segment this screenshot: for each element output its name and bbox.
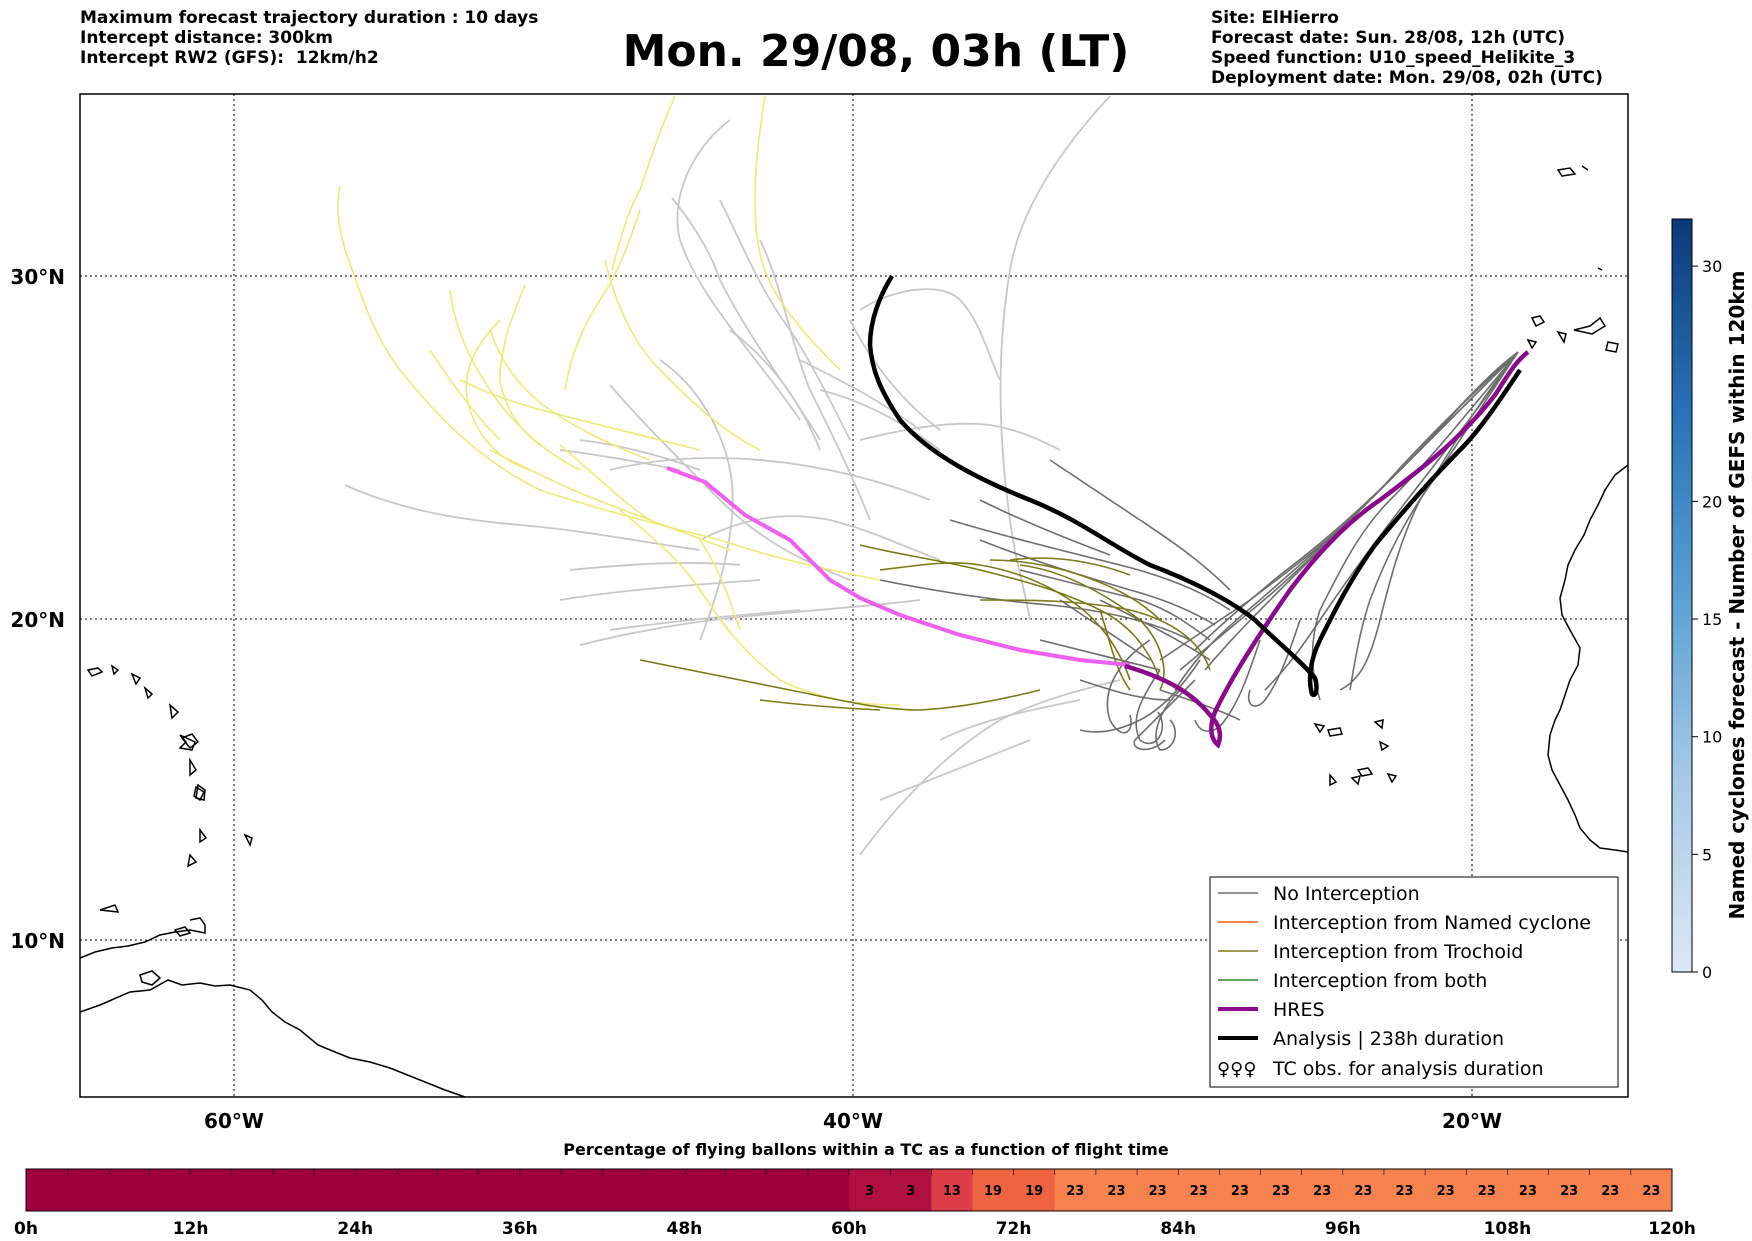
pink-track xyxy=(666,466,1131,667)
map-frame xyxy=(79,93,1629,1098)
legend-label-named-cyclone: Interception from Named cyclone xyxy=(1273,912,1591,934)
coast-martinique xyxy=(195,783,206,801)
header-left-line-2: Intercept distance: 300km xyxy=(80,28,333,48)
lon-label-20w: 20°W xyxy=(1442,1109,1502,1133)
lon-label-60w: 60°W xyxy=(204,1109,264,1133)
coast-south-america xyxy=(80,979,466,1097)
coast-venezuela-n xyxy=(80,917,206,959)
lat-label-10n: 10°N xyxy=(10,929,65,953)
coast-tobago xyxy=(173,926,192,937)
lat-label-30n: 30°N xyxy=(10,265,65,289)
page-title: Mon. 29/08, 03h (LT) xyxy=(622,26,1130,77)
trochoid-tracks xyxy=(639,544,1211,711)
analysis-track xyxy=(867,274,1522,698)
coast-capeverde xyxy=(1313,719,1398,787)
no-interception-tracks xyxy=(879,351,1519,751)
coast-barbados xyxy=(243,833,253,848)
header-left-line-1: Maximum forecast trajectory duration : 1… xyxy=(80,8,539,28)
coast-curacao xyxy=(99,904,120,913)
gefs-gray-tracks xyxy=(344,95,1121,856)
header-left-line-3: Intercept RW2 (GFS): 12km/h2 xyxy=(80,48,379,68)
hres-track xyxy=(1124,350,1530,749)
lat-label-20n: 20°N xyxy=(10,608,65,632)
legend-label-tc-obs: TC obs. for analysis duration xyxy=(1272,1058,1544,1080)
legend-label-trochoid: Interception from Trochoid xyxy=(1273,941,1523,963)
gefs-yellow-tracks xyxy=(337,95,901,706)
coast-madeira xyxy=(1556,165,1589,177)
legend-swatch-cyclone-symbols-icon: ♀♀♀ xyxy=(1217,1059,1257,1080)
legend-label-analysis: Analysis | 238h duration xyxy=(1273,1028,1504,1050)
legend-label-no-interception: No Interception xyxy=(1273,883,1420,905)
coast-guadeloupe xyxy=(178,734,196,751)
coast-canaries xyxy=(1526,315,1619,353)
header-right-line-3: Speed function: U10_speed_Helikite_3 xyxy=(1211,48,1576,68)
lon-label-40w: 40°W xyxy=(823,1109,883,1133)
header-right-line-4: Deployment date: Mon. 29/08, 02h (UTC) xyxy=(1211,68,1603,88)
legend-label-hres: HRES xyxy=(1273,999,1325,1021)
header-right-line-2: Forecast date: Sun. 28/08, 12h (UTC) xyxy=(1211,28,1566,48)
coast-azores-like xyxy=(1597,267,1603,271)
coast-trinidad xyxy=(139,970,162,986)
coastlines xyxy=(80,165,1628,1097)
legend-box xyxy=(1209,876,1619,1088)
header-right-line-1: Site: ElHierro xyxy=(1211,8,1339,28)
legend-label-both: Interception from both xyxy=(1273,970,1487,992)
coast-africa xyxy=(1547,464,1628,853)
legend: No Interception Interception from Named … xyxy=(1209,876,1619,1088)
coast-caribbean-islands xyxy=(86,664,208,868)
